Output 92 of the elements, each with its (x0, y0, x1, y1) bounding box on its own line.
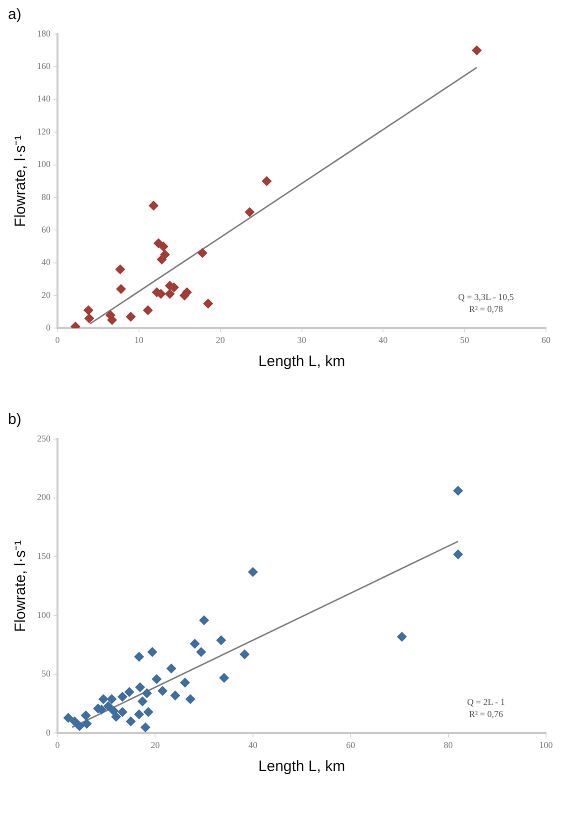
point (70, 716, 80, 726)
point (158, 241, 168, 252)
point (180, 678, 190, 688)
x-tick-label: 30 (297, 334, 307, 345)
point (143, 707, 154, 718)
point (134, 709, 144, 720)
y-tick-label: 80 (42, 192, 51, 202)
point (185, 694, 196, 704)
point (98, 694, 108, 704)
x-tick-label: 80 (444, 740, 454, 750)
point (164, 288, 175, 299)
point (152, 674, 162, 684)
y-tick-label: 40 (42, 257, 51, 268)
point (140, 722, 150, 732)
y-tick-label: 250 (37, 433, 51, 444)
point (396, 632, 407, 642)
point (158, 686, 168, 696)
point (111, 712, 122, 722)
x-axis-title: Length L, km (258, 353, 346, 370)
point (135, 682, 146, 692)
chart-title: a) (8, 6, 22, 24)
y-tick-label: 150 (37, 551, 51, 562)
y-tick-label: 100 (37, 610, 51, 620)
y-tick-label: 160 (37, 61, 51, 72)
point (203, 298, 214, 309)
point (117, 692, 128, 702)
chart-title: b) (8, 411, 22, 428)
point (197, 248, 208, 258)
point (244, 207, 255, 218)
point (84, 313, 94, 324)
point (138, 696, 148, 706)
x-tick-label: 60 (542, 334, 551, 345)
point (83, 305, 94, 316)
annotation: R² = 0,78 (468, 304, 504, 314)
point (240, 649, 250, 660)
point (63, 712, 74, 723)
y-tick-label: 200 (37, 492, 51, 502)
point (74, 721, 84, 732)
point (134, 652, 144, 662)
annotation: R² = 0,76 (468, 709, 504, 720)
point (170, 690, 180, 701)
x-axis-title: Length L, km (258, 758, 346, 776)
point (106, 694, 117, 704)
point (82, 718, 92, 729)
y-tick-label: 180 (37, 28, 51, 38)
point (166, 663, 176, 674)
point (219, 672, 230, 683)
y-tick-label: 100 (37, 159, 51, 170)
x-tick-label: 20 (216, 334, 226, 345)
y-tick-label: 120 (37, 126, 51, 136)
point (115, 264, 126, 274)
x-tick-label: 40 (248, 740, 258, 750)
point (124, 687, 134, 698)
y-tick-label: 20 (42, 290, 51, 300)
point (107, 315, 118, 326)
y-tick-label: 60 (42, 224, 51, 234)
y-tick-label: 140 (37, 94, 51, 104)
point (262, 176, 272, 186)
point (142, 688, 152, 698)
point (80, 710, 91, 721)
point (472, 45, 482, 56)
y-tick-label: 0 (46, 322, 51, 333)
point (142, 305, 153, 316)
annotation: Q = 3,3L - 10,5 (458, 292, 514, 302)
point (196, 647, 206, 657)
point (248, 566, 258, 577)
point (147, 647, 158, 657)
point (453, 486, 464, 496)
x-tick-label: 40 (378, 334, 388, 345)
x-tick-label: 0 (55, 740, 60, 750)
point (126, 716, 136, 726)
x-tick-label: 10 (134, 334, 144, 345)
point (216, 635, 226, 646)
annotation: Q = 2L - 1 (467, 697, 505, 708)
x-tick-label: 100 (539, 740, 554, 750)
point (453, 549, 464, 560)
x-tick-label: 0 (55, 334, 60, 345)
y-axis-title: Flowrate, l·s⁻¹ (12, 540, 30, 632)
y-axis-title: Flowrate, l·s⁻¹ (12, 135, 30, 227)
point (199, 615, 210, 626)
y-tick-label: 50 (42, 668, 51, 679)
point (116, 284, 126, 294)
x-tick-label: 20 (150, 740, 160, 750)
point (126, 312, 136, 322)
point (190, 638, 200, 649)
point (103, 701, 114, 712)
x-tick-label: 50 (460, 334, 470, 345)
point (148, 200, 159, 211)
y-tick-label: 0 (46, 728, 51, 738)
point (117, 707, 128, 718)
x-tick-label: 60 (346, 740, 356, 750)
point (156, 254, 167, 265)
